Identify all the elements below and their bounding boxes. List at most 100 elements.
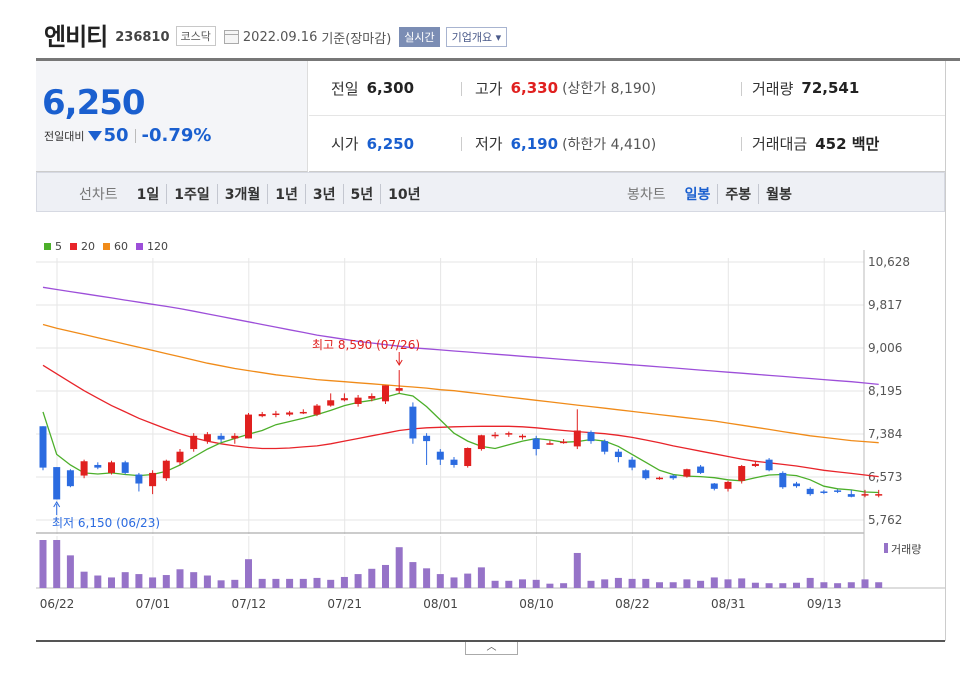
tab-candle-monthly[interactable]: 월봉 (758, 184, 799, 204)
volume-bar (450, 577, 458, 588)
volume: 거래량 72,541 (752, 78, 859, 99)
candle-body (738, 466, 746, 481)
candle-body (656, 477, 663, 480)
candle-body (39, 426, 47, 468)
tab-candle-weekly[interactable]: 주봉 (717, 184, 758, 204)
change-separator (134, 128, 136, 143)
candle-body (847, 494, 855, 497)
candle-body (272, 413, 280, 416)
candle-body (149, 472, 157, 487)
volume-bar (628, 578, 636, 588)
volume-bar (231, 579, 239, 588)
volume-bar (683, 579, 691, 588)
tab-period-1d[interactable]: 1일 (136, 187, 160, 203)
change-label: 전일대비 (44, 129, 85, 143)
candle-body (573, 430, 581, 447)
volume-bar (560, 583, 568, 588)
high-value: 6,330 (510, 79, 559, 97)
volume-bar (532, 579, 540, 588)
volume-bar (738, 578, 746, 588)
candle-body (327, 400, 335, 406)
high-label: 고가 (475, 79, 503, 98)
candle-body (313, 405, 321, 415)
volume-bar (587, 580, 595, 588)
volume-bar (724, 579, 732, 588)
legend-item-ma120: 120 (136, 240, 168, 253)
volume-bar (368, 568, 376, 588)
candle-body (505, 433, 513, 435)
chart-bottom-border (36, 640, 945, 642)
cell-divider (461, 82, 462, 96)
volume-bar (656, 582, 663, 588)
current-price-panel: 6,250 전일대비 50 -0.79% (36, 61, 308, 172)
tab-candle-daily[interactable]: 일봉 (684, 187, 711, 203)
volume-bar (258, 578, 266, 588)
volume-bar (135, 574, 143, 588)
candle-body (560, 441, 568, 444)
x-tick-label: 08/01 (423, 597, 458, 611)
top-divider (36, 58, 960, 61)
collapse-chart-button[interactable]: ︿ (465, 642, 518, 655)
tab-period-5y[interactable]: 5년 (342, 184, 381, 204)
volume-bar (573, 552, 581, 588)
volume-bar (94, 575, 102, 588)
volume-bar (820, 582, 828, 588)
volume-bar (217, 580, 225, 588)
candle-body (368, 396, 376, 399)
candle-body (464, 447, 472, 467)
prev-value: 6,300 (366, 79, 415, 97)
high-price: 고가 6,330 (상한가 8,190) (475, 78, 656, 99)
tab-period-3m[interactable]: 3개월 (216, 184, 268, 204)
candle-body (340, 398, 348, 401)
x-tick-label: 07/12 (232, 597, 267, 611)
change-value: 50 (103, 125, 129, 146)
realtime-button[interactable]: 실시간 (399, 27, 440, 47)
legend-swatch-ma5 (44, 243, 51, 250)
candle-body (669, 475, 677, 479)
volume-bar (491, 580, 499, 588)
volume-bar (80, 571, 88, 588)
volume-value: 72,541 (801, 79, 860, 97)
candle-body (614, 451, 622, 458)
candle-body (697, 466, 705, 473)
candle-body (724, 481, 732, 489)
candle-body (258, 414, 266, 417)
legend-swatch-ma60 (103, 243, 110, 250)
tab-period-1w[interactable]: 1주일 (166, 184, 217, 204)
candle-chart-label: 봉차트 (627, 187, 666, 203)
y-tick-label: 8,195 (868, 384, 902, 398)
ma-line-ma20 (42, 364, 879, 478)
company-overview-dropdown[interactable]: 기업개요 ▾ (445, 27, 508, 47)
candle-body (450, 459, 458, 465)
line-chart-label: 선차트 (79, 187, 118, 203)
volume-bar (245, 559, 252, 588)
volume-bar (710, 577, 718, 588)
candle-body (53, 467, 61, 500)
volume-bar (53, 540, 61, 588)
volume-bar (354, 574, 362, 588)
tab-period-10y[interactable]: 10년 (380, 184, 427, 204)
candle-body (190, 435, 198, 450)
volume-bar (190, 572, 198, 588)
x-tick-label: 07/01 (136, 597, 171, 611)
y-tick-label: 9,817 (868, 298, 902, 312)
tab-period-1y[interactable]: 1년 (267, 184, 305, 204)
volume-bar (601, 579, 609, 588)
y-tick-label: 5,762 (868, 513, 902, 527)
candle-body (176, 451, 184, 463)
legend-item-ma20: 20 (70, 240, 95, 253)
change-percent: -0.79% (141, 125, 212, 146)
tab-period-3y[interactable]: 3년 (304, 184, 343, 204)
volume-bar (149, 577, 157, 588)
candle-body (642, 470, 650, 479)
candle-body (382, 385, 389, 402)
volume-bar (477, 567, 485, 588)
candle-body (861, 494, 869, 496)
x-tick-label: 08/22 (615, 597, 650, 611)
x-tick-label: 08/31 (711, 597, 746, 611)
company-overview-label: 기업개요 (451, 31, 493, 44)
legend-label-ma60: 60 (114, 240, 128, 253)
legend-label-ma20: 20 (81, 240, 95, 253)
volume-bar (299, 578, 307, 588)
